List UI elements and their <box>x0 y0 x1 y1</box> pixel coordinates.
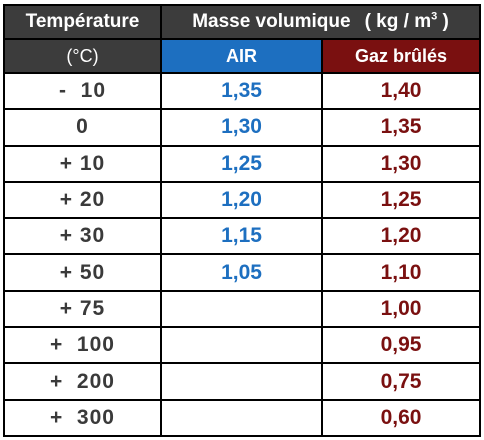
temperature-cell: + 200 <box>3 362 162 401</box>
unit-exponent: 3 <box>431 10 438 23</box>
temperature-cell: + 50 <box>3 253 162 292</box>
air-density-cell: 1,15 <box>160 217 323 256</box>
air-density-cell: 1,35 <box>160 71 323 111</box>
gaz-density-cell: 1,25 <box>320 180 482 220</box>
gaz-density-cell: 1,35 <box>320 108 482 147</box>
air-density-cell: 1,20 <box>160 180 323 220</box>
unit-suffix: ) <box>437 11 449 32</box>
temperature-cell: + 30 <box>3 217 162 256</box>
temperature-cell: 0 <box>3 108 162 147</box>
air-header: AIR <box>160 38 323 74</box>
unit-prefix: ( kg / m <box>364 11 432 32</box>
gaz-density-cell: 0,60 <box>320 398 482 437</box>
gaz-density-cell: 0,95 <box>320 326 482 365</box>
air-density-cell <box>160 326 323 365</box>
temperature-cell: + 10 <box>3 144 162 183</box>
masse-volumique-unit: ( kg / m3 ) <box>365 11 449 32</box>
table-row: 0 1,30 1,35 <box>3 108 482 147</box>
header-row-1: Température Masse volumique ( kg / m3 ) <box>3 4 482 40</box>
density-table: Température Masse volumique ( kg / m3 ) (… <box>3 4 482 437</box>
gaz-density-cell: 1,20 <box>320 217 482 256</box>
masse-volumique-header: Masse volumique ( kg / m3 ) <box>159 4 482 40</box>
table-row: + 200 0,75 <box>3 362 482 401</box>
temperature-cell: + 300 <box>3 398 162 437</box>
air-density-cell <box>160 362 323 401</box>
temperature-unit: (°C) <box>3 38 162 74</box>
table-row: + 300 0,60 <box>3 398 482 437</box>
temperature-cell: + 20 <box>3 180 162 220</box>
air-density-cell <box>160 398 323 437</box>
table-row: + 20 1,20 1,25 <box>3 180 482 220</box>
table-row: + 30 1,15 1,20 <box>3 217 482 256</box>
temperature-cell: - 10 <box>3 71 162 111</box>
table-row: + 50 1,05 1,10 <box>3 253 482 292</box>
air-density-cell: 1,25 <box>160 144 323 183</box>
table-row: + 100 0,95 <box>3 326 482 365</box>
gaz-density-cell: 0,75 <box>320 362 482 401</box>
header-row-2: (°C) AIR Gaz brûlés <box>3 38 482 74</box>
temperature-cell: + 75 <box>3 289 162 329</box>
air-density-cell <box>160 289 323 329</box>
air-density-cell: 1,05 <box>160 253 323 292</box>
air-density-cell: 1,30 <box>160 108 323 147</box>
table-row: + 10 1,25 1,30 <box>3 144 482 183</box>
temperature-header: Température <box>3 4 162 40</box>
density-table-container: Température Masse volumique ( kg / m3 ) (… <box>3 4 482 437</box>
temperature-cell: + 100 <box>3 326 162 365</box>
gaz-density-cell: 1,40 <box>320 71 482 111</box>
gaz-density-cell: 1,00 <box>320 289 482 329</box>
masse-volumique-label: Masse volumique <box>192 11 351 32</box>
gaz-density-cell: 1,30 <box>320 144 482 183</box>
table-row: + 75 1,00 <box>3 289 482 329</box>
table-row: - 10 1,35 1,40 <box>3 71 482 111</box>
gaz-density-cell: 1,10 <box>320 253 482 292</box>
gaz-brules-header: Gaz brûlés <box>320 38 482 74</box>
